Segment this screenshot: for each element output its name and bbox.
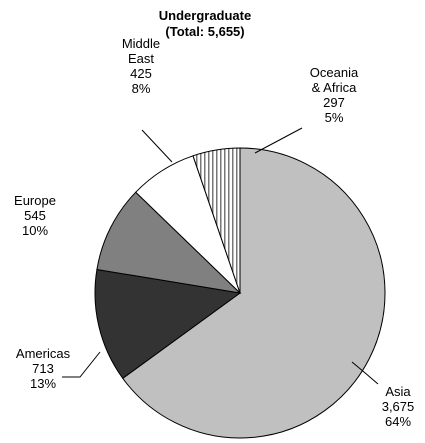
leader-line: [351, 361, 379, 385]
chart-title: Undergraduate: [158, 8, 252, 23]
pie-slice: [122, 147, 386, 439]
slice-percent: 8%: [131, 81, 151, 96]
slice-value: 3,675: [381, 399, 415, 414]
slice-percent: 13%: [29, 376, 57, 391]
slice-value: 713: [32, 361, 54, 376]
slice-percent: 5%: [324, 110, 344, 125]
chart-subtitle: (Total: 5,655): [165, 24, 245, 39]
slice-name: Americas: [15, 346, 71, 361]
slice-name: Oceania & Africa: [309, 65, 359, 95]
slice-name: Europe: [14, 193, 56, 208]
pie-slice: [94, 268, 242, 380]
slice-value: 425: [130, 66, 152, 81]
slice-percent: 64%: [384, 414, 412, 429]
pie-slice: [96, 191, 242, 294]
slice-label: Middle East 425 8%: [116, 36, 166, 96]
slice-label: Oceania & Africa 297 5%: [305, 65, 363, 125]
leader-line: [141, 129, 173, 163]
leader-line: [254, 127, 303, 154]
slice-label: Europe 545 10%: [5, 193, 65, 238]
slice-value: 297: [323, 95, 345, 110]
slice-percent: 10%: [21, 223, 49, 238]
leader-line: [62, 351, 101, 378]
pie-slice: [192, 147, 241, 294]
slice-value: 545: [24, 208, 46, 223]
slice-name: Middle East: [121, 36, 161, 66]
slice-name: Asia: [385, 384, 411, 399]
slice-label: Asia 3,675 64%: [368, 384, 425, 429]
slice-label: Americas 713 13%: [8, 346, 78, 391]
